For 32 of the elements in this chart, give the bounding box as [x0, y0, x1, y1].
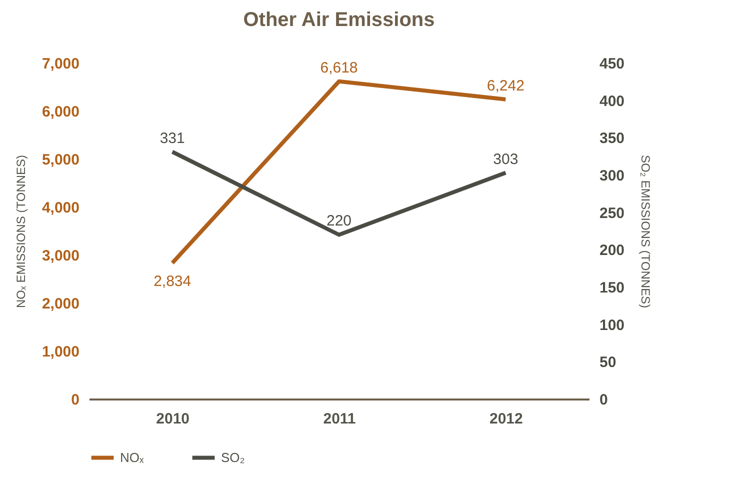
y-tick-label: 5,000 [42, 152, 80, 168]
y-tick-label: 7,000 [42, 56, 80, 72]
y-tick-label: 1,000 [42, 344, 80, 360]
y-tick-label: 4,000 [42, 200, 80, 216]
y2-tick-label: 450 [600, 56, 625, 72]
chart-title: Other Air Emissions [243, 9, 435, 31]
data-label: 220 [326, 212, 352, 230]
y2-tick-label: 400 [600, 92, 625, 110]
y2-tick-label: 300 [600, 168, 625, 184]
y2-tick-label: 200 [600, 242, 625, 260]
data-label: 2,834 [154, 272, 192, 290]
y2-tick-label: 250 [600, 204, 625, 222]
y-tick-label: 0 [71, 392, 80, 408]
legend-label: SO₂ [221, 450, 245, 465]
y2-tick-label: 50 [600, 354, 616, 372]
x-tick-label: 2010 [156, 410, 190, 428]
x-tick-label: 2012 [489, 410, 523, 428]
x-tick-label: 2011 [323, 410, 356, 428]
data-label: 6,618 [320, 59, 358, 76]
y-tick-label: 3,000 [42, 248, 80, 264]
y-axis-title: NOₓ EMISSIONS (TONNES) [14, 154, 28, 308]
data-label: 303 [493, 150, 518, 168]
y-tick-label: 2,000 [42, 296, 80, 312]
y2-tick-label: 100 [600, 316, 625, 334]
data-label: 6,242 [486, 77, 524, 94]
y2-tick-label: 350 [600, 130, 625, 148]
legend-label: NOₓ [120, 450, 144, 465]
y-tick-label: 6,000 [42, 104, 80, 120]
y2-tick-label: 0 [600, 392, 608, 408]
y2-tick-label: 150 [600, 280, 625, 296]
data-label: 331 [160, 130, 185, 147]
y2-axis-title: SO₂ EMISSIONS (TONNES) [638, 154, 653, 308]
